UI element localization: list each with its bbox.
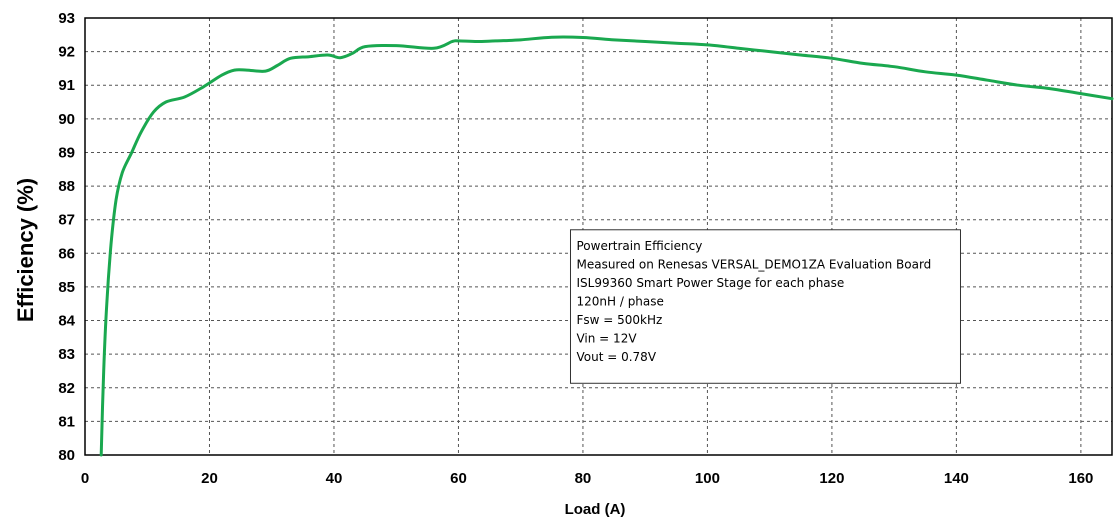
x-tick-label: 0 xyxy=(81,470,89,487)
x-tick-label: 20 xyxy=(201,470,218,487)
y-tick-label: 82 xyxy=(58,380,75,397)
x-tick-label: 40 xyxy=(326,470,343,487)
annotation-line: Powertrain Efficiency xyxy=(576,239,702,253)
plot-frame xyxy=(84,17,1113,456)
x-tick-label: 80 xyxy=(575,470,592,487)
y-tick-label: 80 xyxy=(58,447,75,464)
annotation-line: Vin = 12V xyxy=(576,331,637,345)
annotation-frame xyxy=(569,229,961,384)
y-tick-label: 85 xyxy=(58,279,75,296)
x-tick-label: 60 xyxy=(450,470,467,487)
y-tick-label: 81 xyxy=(58,413,75,430)
annotation-box: Powertrain Efficiency Measured on Renesas… xyxy=(569,229,961,384)
y-tick-label: 88 xyxy=(58,178,75,195)
x-tick-label: 100 xyxy=(695,470,720,487)
annotation-line: ISL99360 Smart Power Stage for each phas… xyxy=(576,276,844,290)
y-tick-label: 91 xyxy=(58,77,75,94)
annotation-line: Fsw = 500kHz xyxy=(576,313,662,327)
y-tick-label: 93 xyxy=(58,10,75,27)
annotation-line: Measured on Renesas VERSAL_DEMO1ZA Evalu… xyxy=(576,257,931,271)
y-tick-label: 92 xyxy=(58,44,75,61)
annotation-text: Powertrain Efficiency Measured on Renesas… xyxy=(576,239,931,364)
x-tick-label: 140 xyxy=(944,470,969,487)
efficiency-curve xyxy=(99,35,1114,457)
x-tick-label: 160 xyxy=(1068,470,1093,487)
y-tick-label: 83 xyxy=(58,346,75,363)
y-axis-title: Efficiency (%) xyxy=(13,178,38,322)
y-tick-label: 90 xyxy=(58,111,75,128)
annotation-line: Vout = 0.78V xyxy=(576,350,656,364)
y-tick-label: 87 xyxy=(58,212,75,229)
x-tick-label: 120 xyxy=(819,470,844,487)
y-tick-label: 89 xyxy=(58,144,75,161)
x-axis-title: Load (A) xyxy=(565,501,626,518)
y-tick-label: 84 xyxy=(58,313,75,330)
annotation-line: 120nH / phase xyxy=(576,294,663,308)
y-tick-label: 86 xyxy=(58,245,75,262)
tick-labels: 0 20 40 60 80 100 120 140 160 80 81 82 83 84 85 86 87 88 8… xyxy=(58,10,1093,487)
